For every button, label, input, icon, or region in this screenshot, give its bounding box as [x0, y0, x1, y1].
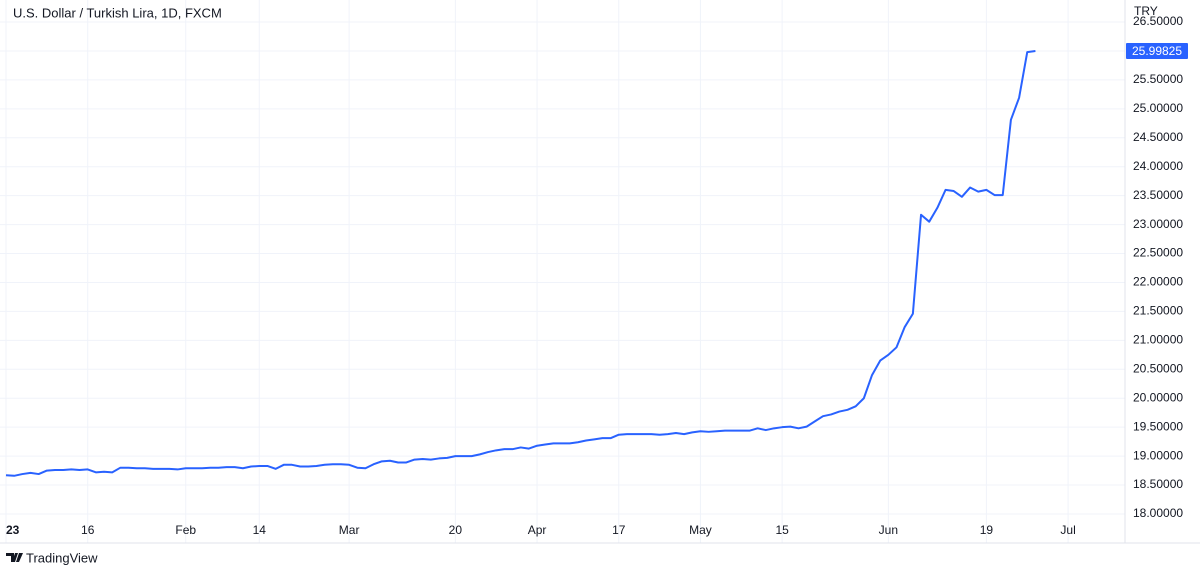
y-tick-label: 23.50000 [1133, 188, 1183, 202]
x-tick-label: Jun [879, 523, 898, 537]
x-tick-label: Jul [1060, 523, 1075, 537]
brand-logo: TradingView [6, 550, 98, 565]
x-tick-label: Apr [528, 523, 547, 537]
currency-label: TRY [1134, 4, 1158, 18]
y-tick-label: 18.00000 [1133, 506, 1183, 520]
y-tick-label: 21.00000 [1133, 333, 1183, 347]
brand-name: TradingView [26, 550, 98, 565]
y-tick-label: 20.00000 [1133, 390, 1183, 404]
x-tick-label: 19 [980, 523, 994, 537]
grid [0, 0, 1125, 543]
last-price-label: 25.99825 [1132, 44, 1182, 58]
x-tick-label: 14 [253, 523, 267, 537]
x-tick-label: 16 [81, 523, 95, 537]
x-tick-label: Feb [175, 523, 196, 537]
y-tick-label: 20.50000 [1133, 361, 1183, 375]
price-line [5, 50, 1036, 477]
y-tick-label: 18.50000 [1133, 477, 1183, 491]
x-tick-label: 20 [449, 523, 463, 537]
x-tick-label: 23 [6, 523, 20, 537]
x-tick-label: Mar [339, 523, 360, 537]
x-tick-label: May [689, 523, 712, 537]
y-tick-label: 21.50000 [1133, 304, 1183, 318]
y-tick-label: 22.50000 [1133, 246, 1183, 260]
y-tick-label: 25.50000 [1133, 72, 1183, 86]
y-tick-label: 19.00000 [1133, 448, 1183, 462]
x-tick-label: 17 [612, 523, 626, 537]
last-price-tag [1126, 43, 1188, 60]
y-tick-label: 24.50000 [1133, 130, 1183, 144]
y-tick-label: 23.00000 [1133, 217, 1183, 231]
y-tick-label: 25.00000 [1133, 101, 1183, 115]
x-tick-label: 15 [775, 523, 789, 537]
y-tick-label: 26.50000 [1133, 14, 1183, 28]
y-tick-label: 22.00000 [1133, 275, 1183, 289]
chart-title: U.S. Dollar / Turkish Lira, 1D, FXCM [13, 5, 222, 20]
y-tick-label: 24.00000 [1133, 159, 1183, 173]
y-tick-label: 19.50000 [1133, 419, 1183, 433]
